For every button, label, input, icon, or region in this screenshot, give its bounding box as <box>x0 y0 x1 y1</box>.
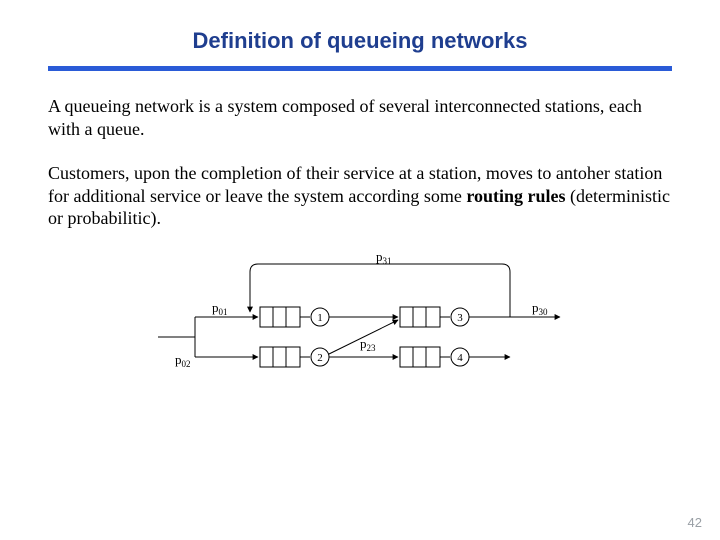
page-number: 42 <box>688 515 702 530</box>
node-2-label: 2 <box>317 352 323 364</box>
label-p02: p02 <box>175 352 191 369</box>
title-underline <box>48 66 672 71</box>
node-4-label: 4 <box>457 352 463 364</box>
label-p23: p23 <box>360 336 376 353</box>
paragraph-2: Customers, upon the completion of their … <box>48 162 672 230</box>
label-p30: p30 <box>532 300 548 317</box>
diagram-container: 1 2 3 4 p31 p01 p02 p23 p30 <box>48 252 672 382</box>
slide: Definition of queueing networks A queuei… <box>0 0 720 540</box>
paragraph-2-bold: routing rules <box>466 186 565 206</box>
node-3-label: 3 <box>457 312 463 324</box>
label-p31: p31 <box>376 252 392 266</box>
slide-title: Definition of queueing networks <box>48 28 672 54</box>
queueing-network-diagram: 1 2 3 4 p31 p01 p02 p23 p30 <box>140 252 580 382</box>
node-1-label: 1 <box>317 312 323 324</box>
paragraph-1: A queueing network is a system composed … <box>48 95 672 140</box>
label-p01: p01 <box>212 300 228 317</box>
